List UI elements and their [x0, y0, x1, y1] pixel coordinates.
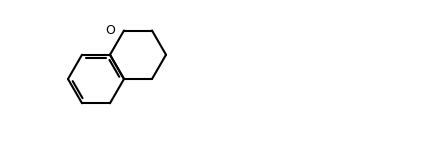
Text: O: O	[105, 24, 115, 37]
